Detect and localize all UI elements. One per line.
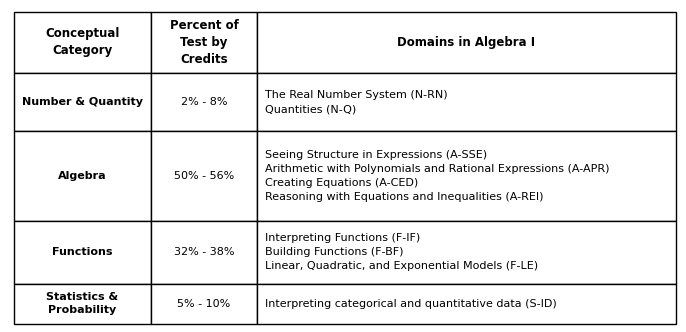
- Bar: [151, 12, 257, 73]
- Text: 2% - 8%: 2% - 8%: [181, 97, 227, 107]
- Bar: [257, 12, 676, 73]
- Text: Number & Quantity: Number & Quantity: [22, 97, 143, 107]
- Bar: [14, 12, 151, 73]
- Bar: [14, 221, 151, 284]
- Bar: [257, 221, 676, 284]
- Text: Algebra: Algebra: [58, 171, 106, 181]
- Text: 50% - 56%: 50% - 56%: [174, 171, 234, 181]
- Text: The Real Number System (N-RN)
Quantities (N-Q): The Real Number System (N-RN) Quantities…: [265, 90, 448, 114]
- Text: Interpreting Functions (F-IF)
Building Functions (F-BF)
Linear, Quadratic, and E: Interpreting Functions (F-IF) Building F…: [265, 233, 539, 271]
- Text: Statistics &
Probability: Statistics & Probability: [46, 292, 119, 315]
- Text: Functions: Functions: [52, 247, 113, 257]
- Text: 32% - 38%: 32% - 38%: [174, 247, 235, 257]
- Text: 5% - 10%: 5% - 10%: [178, 299, 230, 309]
- Bar: [14, 284, 151, 324]
- Text: Percent of
Test by
Credits: Percent of Test by Credits: [169, 19, 239, 66]
- Text: Interpreting categorical and quantitative data (S-ID): Interpreting categorical and quantitativ…: [265, 299, 557, 309]
- Bar: [257, 284, 676, 324]
- Text: Conceptual
Category: Conceptual Category: [45, 27, 119, 57]
- Text: Domains in Algebra I: Domains in Algebra I: [397, 36, 536, 49]
- Bar: [257, 73, 676, 131]
- Bar: [151, 73, 257, 131]
- Bar: [151, 284, 257, 324]
- Bar: [14, 73, 151, 131]
- Bar: [151, 221, 257, 284]
- Bar: [257, 131, 676, 221]
- Bar: [14, 131, 151, 221]
- Bar: [151, 131, 257, 221]
- Text: Seeing Structure in Expressions (A-SSE)
Arithmetic with Polynomials and Rational: Seeing Structure in Expressions (A-SSE) …: [265, 150, 610, 202]
